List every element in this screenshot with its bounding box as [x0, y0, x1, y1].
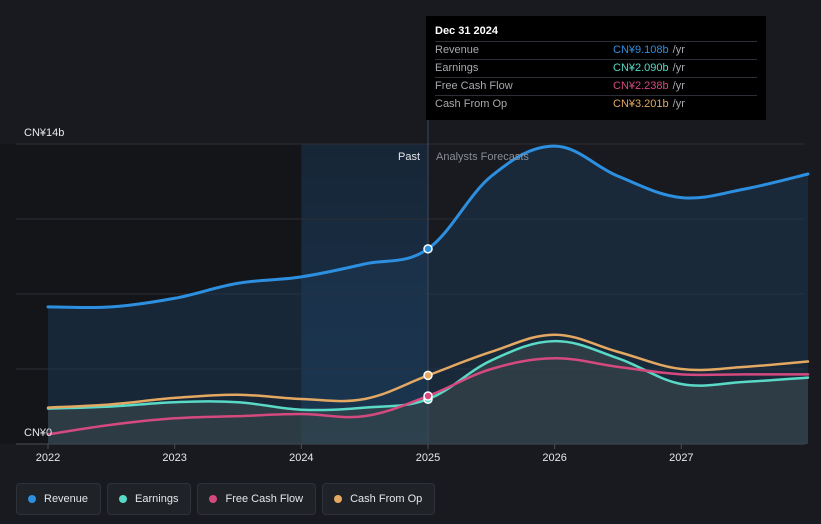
legend-label: Cash From Op [350, 493, 423, 505]
tooltip-label: Earnings [435, 62, 479, 74]
legend-dot-icon [119, 495, 128, 503]
legend-dot-icon [28, 495, 36, 503]
x-tick-label: 2026 [542, 452, 566, 464]
tooltip-row-revenue: Revenue CN¥9.108b /yr [435, 41, 757, 59]
free-cash-flow-marker [423, 391, 433, 401]
legend-item-free-cash-flow[interactable]: Free Cash Flow [197, 483, 317, 515]
revenue-line [46, 144, 810, 310]
tooltip-value: CN¥2.238b [613, 80, 669, 92]
hover-markers [423, 244, 433, 404]
legend-item-cash-from-op[interactable]: Cash From Op [322, 483, 436, 515]
legend-label: Revenue [44, 493, 89, 505]
tooltip-unit: /yr [672, 44, 685, 56]
chart-legend: Revenue Earnings Free Cash Flow Cash Fro… [16, 483, 436, 515]
x-tick-label: 2022 [36, 452, 60, 464]
legend-label: Earnings [135, 493, 179, 505]
x-tick-label: 2024 [289, 452, 313, 464]
tooltip-label: Free Cash Flow [435, 80, 513, 92]
chart-canvas: Past Analysts Forecasts CN¥14b CN¥0 2022… [16, 120, 810, 464]
tooltip-row-earnings: Earnings CN¥2.090b /yr [435, 59, 757, 77]
legend-dot-icon [209, 495, 218, 503]
tooltip-label: Cash From Op [435, 98, 508, 110]
cash-from-op-marker [423, 370, 433, 381]
tooltip-unit: /yr [672, 62, 685, 74]
tooltip-value: CN¥2.090b [613, 62, 669, 74]
x-tick-label: 2025 [416, 452, 440, 464]
y-axis-top-label: CN¥14b [24, 127, 64, 139]
x-tick-label: 2023 [162, 452, 186, 464]
legend-item-earnings[interactable]: Earnings [107, 483, 192, 515]
legend-dot-icon [334, 495, 343, 503]
tooltip-date: Dec 31 2024 [435, 25, 498, 37]
tooltip-row-cash-from-op: Cash From Op CN¥3.201b /yr [435, 95, 757, 113]
x-axis-ticks: 2022 2023 2024 2025 2026 2027 [36, 444, 694, 464]
tooltip-unit: /yr [672, 80, 685, 92]
legend-item-revenue[interactable]: Revenue [16, 483, 102, 515]
tooltip-value: CN¥9.108b [613, 44, 669, 56]
tooltip-unit: /yr [672, 98, 685, 110]
x-tick-label: 2027 [669, 452, 693, 464]
revenue-marker [423, 244, 433, 254]
tooltip-row-free-cash-flow: Free Cash Flow CN¥2.238b /yr [435, 77, 757, 95]
y-axis-bottom-label: CN¥0 [24, 427, 52, 439]
tooltip-label: Revenue [435, 44, 480, 56]
legend-label: Free Cash Flow [225, 493, 304, 505]
tooltip: Dec 31 2024 Revenue CN¥9.108b /yr Earnin… [426, 16, 766, 120]
tooltip-value: CN¥3.201b [613, 98, 669, 110]
analysts-forecasts-label: Analysts Forecasts [436, 151, 529, 163]
past-label: Past [398, 151, 420, 163]
